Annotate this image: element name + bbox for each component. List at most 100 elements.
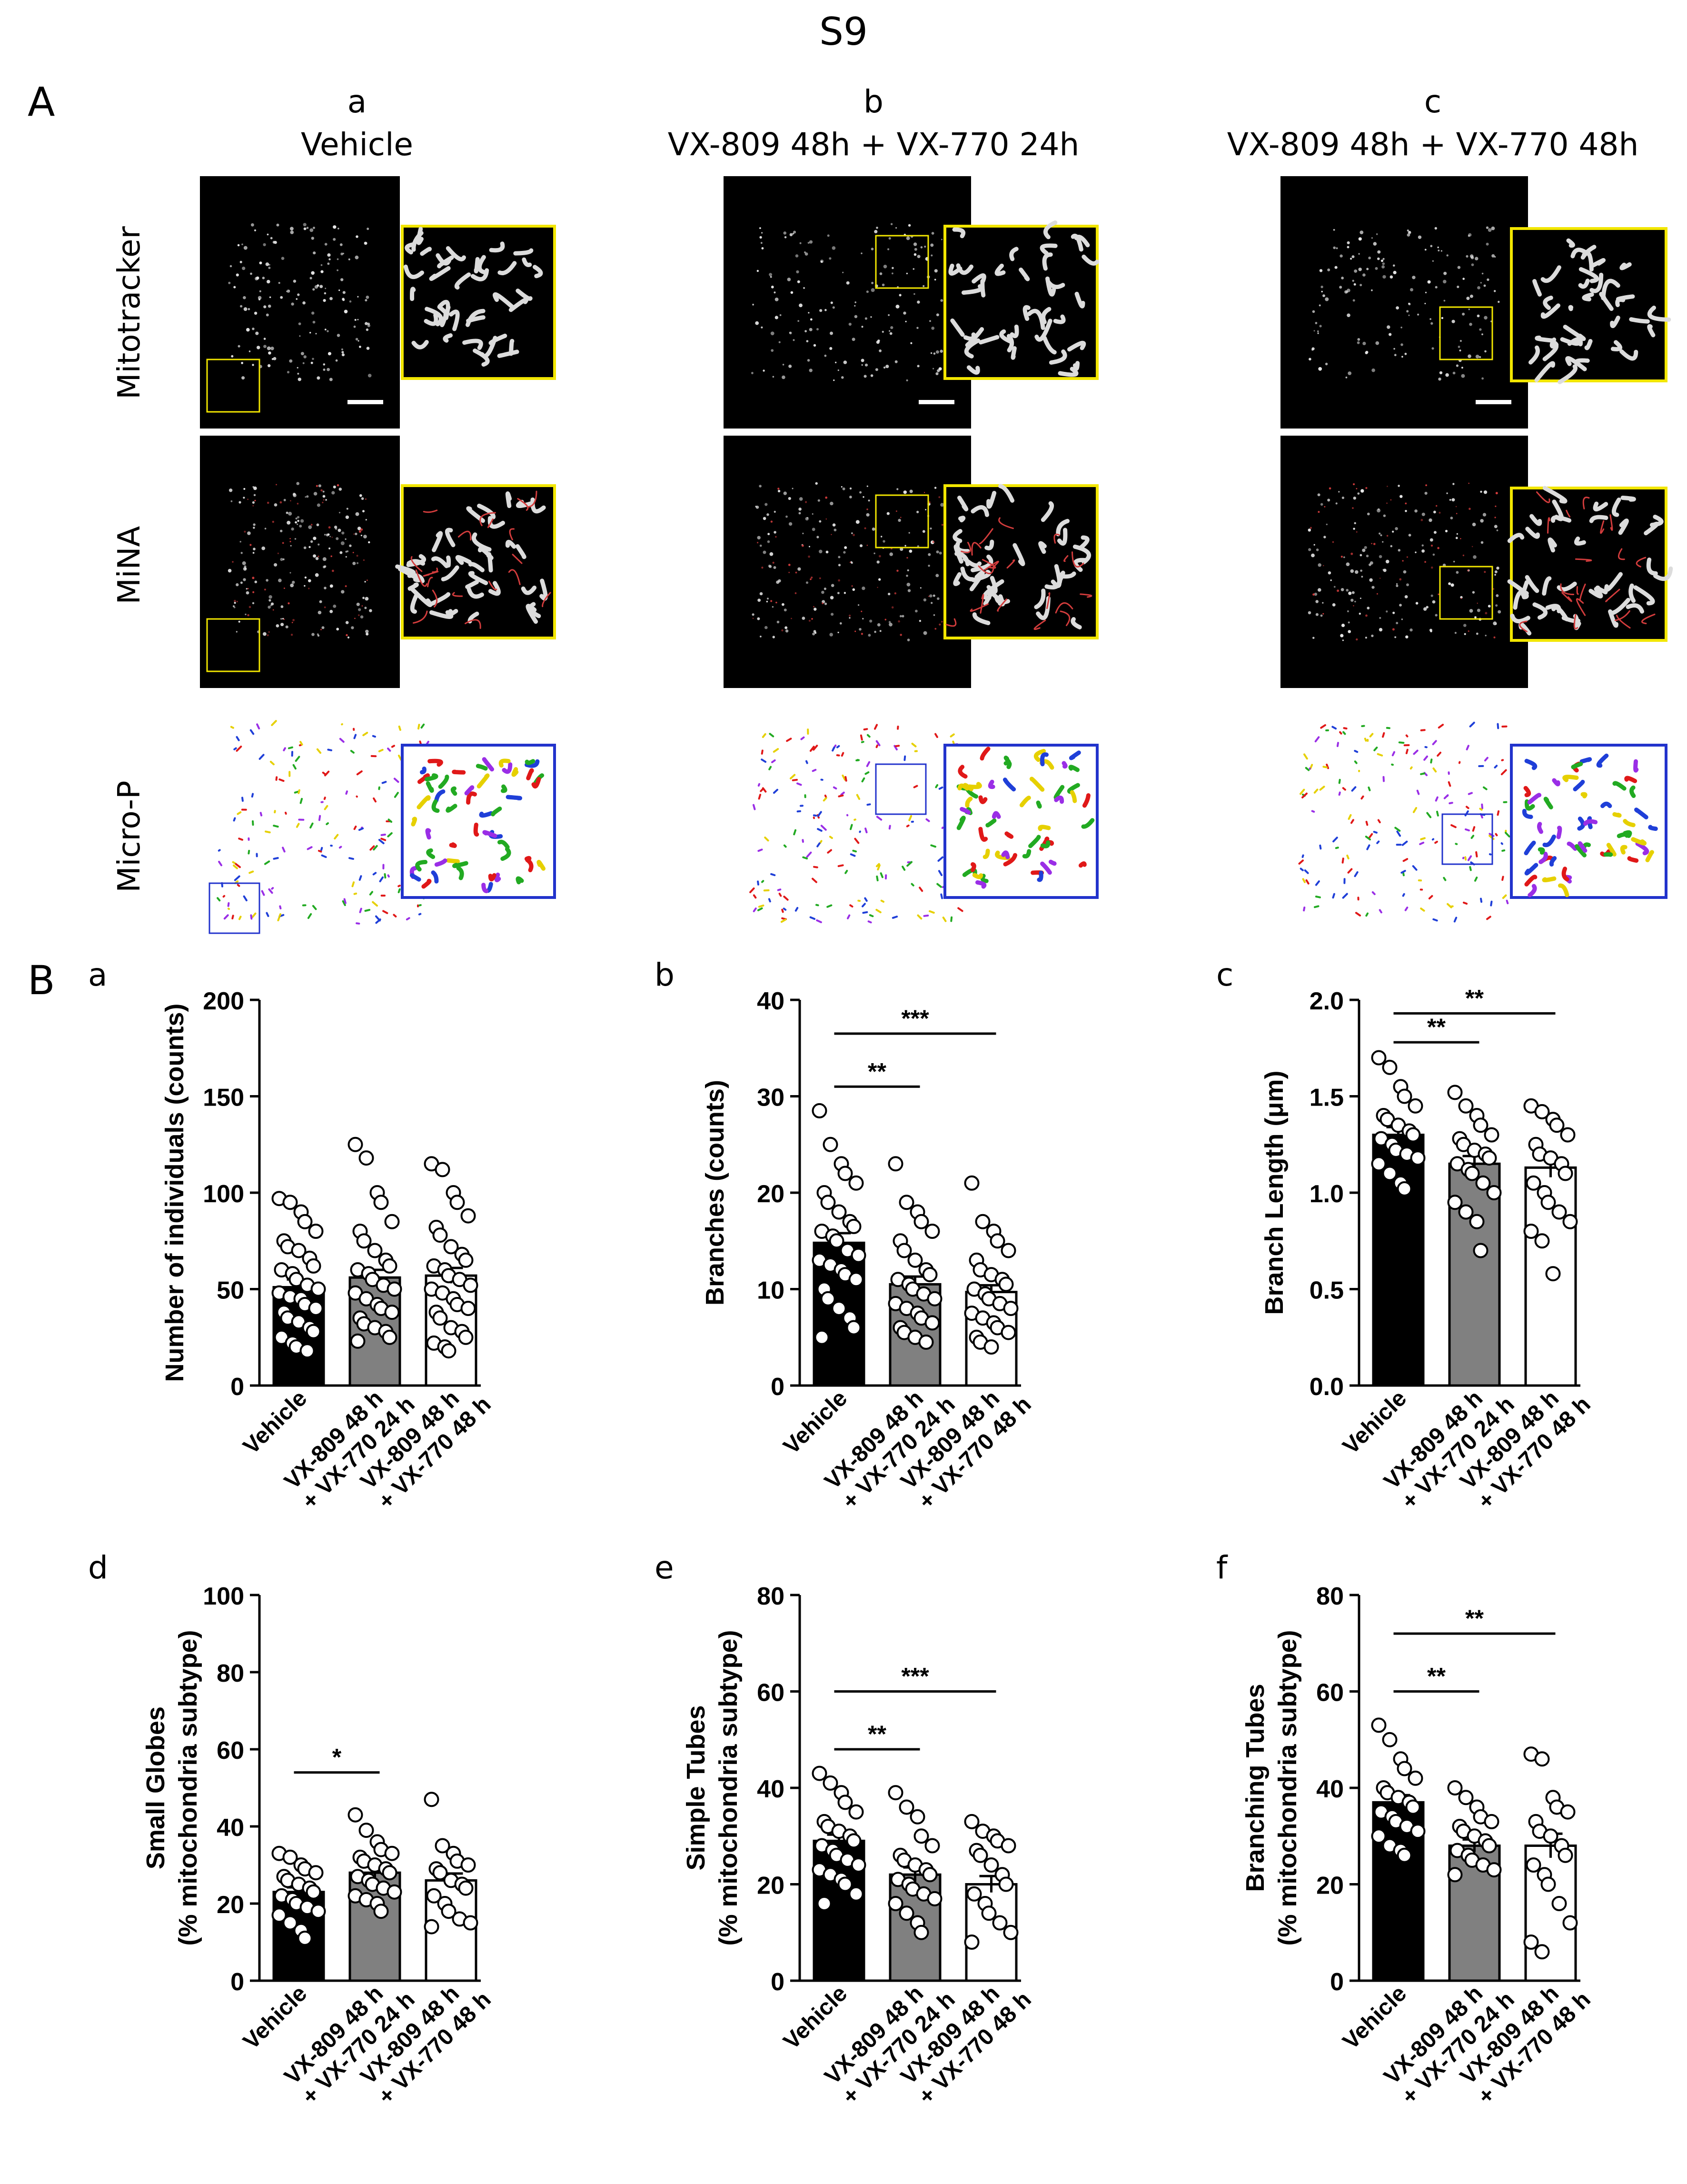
chart-a-point <box>291 1243 307 1258</box>
chart-b-point <box>964 1175 980 1191</box>
chart-b-point <box>918 1334 934 1350</box>
chart-c-point <box>1473 1117 1489 1133</box>
chart-e-point <box>899 1799 914 1815</box>
chart-c-point <box>1484 1127 1499 1143</box>
chart-d-point <box>426 1888 442 1904</box>
chart-a-point <box>347 1137 363 1152</box>
chart-d-point <box>460 1857 476 1873</box>
chart-a-point <box>306 1258 321 1274</box>
chart-e: e 0 20 40 60 80 Simple Tubes (% mitochondria su… <box>655 1549 1036 2109</box>
chart-c-point <box>1481 1150 1497 1166</box>
chart-c-category-label-2: VX-809 48 h+ VX-770 48 h <box>1454 1373 1596 1514</box>
chart-c-point <box>1458 1098 1474 1114</box>
chart-e-point <box>964 1935 980 1950</box>
chart-e-category-label-0: Vehicle <box>779 1981 852 2054</box>
chart-e-significance-label-0: ** <box>868 1721 886 1747</box>
chart-d-letter: d <box>88 1549 108 1586</box>
chart-e-point <box>846 1833 862 1849</box>
chart-f-point <box>1481 1838 1497 1854</box>
chart-d-point <box>282 1849 298 1865</box>
chart-c-point <box>1534 1104 1550 1119</box>
chart-a-point <box>367 1243 383 1258</box>
chart-f-point <box>1408 1770 1423 1786</box>
chart-c-significance-label-1: ** <box>1465 985 1484 1011</box>
chart-a-point <box>435 1162 450 1177</box>
chart-c-point <box>1486 1185 1502 1200</box>
chart-f-point <box>1534 1751 1550 1767</box>
microscopy-images <box>200 176 1673 934</box>
chart-b-significance-label-0: ** <box>868 1058 886 1085</box>
chart-f-significance-label-0: ** <box>1427 1663 1446 1690</box>
chart-d-point <box>432 1865 448 1881</box>
chart-c-point <box>1447 1195 1463 1210</box>
chart-d-y-tick-label: 0 <box>230 1968 244 1996</box>
micrograph-mina-a <box>200 436 556 688</box>
chart-b-point <box>829 1233 844 1249</box>
chart-e-point <box>992 1915 1008 1931</box>
chart-e-point <box>812 1765 827 1781</box>
chart-a-y-tick-label: 200 <box>203 987 244 1015</box>
chart-c-point <box>1558 1166 1573 1181</box>
chart-c-y-tick-label: 2.0 <box>1310 987 1344 1015</box>
chart-b-letter: b <box>655 957 675 993</box>
chart-d-y-tick-label: 40 <box>217 1814 244 1842</box>
chart-a-y-tick-label: 0 <box>230 1373 244 1401</box>
chart-e-y-label: Simple Tubes <box>682 1705 710 1870</box>
chart-a-point <box>358 1150 374 1166</box>
chart-b-point <box>837 1166 853 1181</box>
chart-e-point <box>913 1925 929 1940</box>
chart-a-point <box>282 1195 298 1210</box>
chart-f-point <box>1397 1847 1412 1863</box>
column-title-vx48: VX-809 48h + VX-770 48h <box>1227 126 1639 163</box>
chart-a-point <box>458 1329 474 1345</box>
chart-a-point <box>308 1301 324 1316</box>
chart-b-category-label-0: Vehicle <box>779 1386 852 1459</box>
chart-f-point <box>1371 1717 1387 1733</box>
chart-b-point <box>907 1252 923 1268</box>
chart-b-point <box>896 1243 912 1258</box>
chart-b-point <box>820 1291 836 1306</box>
column-letter-c: c <box>1424 83 1442 120</box>
chart-f-y-label: Branching Tubes <box>1241 1684 1270 1892</box>
chart-e-point <box>816 1896 832 1911</box>
chart-e-point <box>1001 1838 1016 1854</box>
chart-e-point <box>913 1828 929 1844</box>
chart-e-point <box>922 1867 938 1883</box>
chart-e-point <box>848 1886 864 1902</box>
chart-f-point <box>1543 1828 1558 1844</box>
chart-f-point <box>1558 1847 1573 1863</box>
chart-e-point <box>966 1886 982 1902</box>
chart-a-point <box>384 1305 400 1320</box>
chart-a-y-tick-label: 150 <box>203 1084 244 1112</box>
column-letter-b: b <box>863 83 883 120</box>
chart-b-point <box>927 1291 943 1306</box>
chart-a-point <box>373 1195 389 1210</box>
chart-c: c 0.0 0.5 1.0 1.5 2.0 Branch Length (μm) ** ** Ve… <box>1216 957 1596 1514</box>
micrograph-mitotracker-b <box>724 176 1100 429</box>
chart-c-point <box>1405 1127 1421 1143</box>
chart-e-point <box>927 1891 943 1906</box>
chart-d-point <box>435 1838 450 1854</box>
chart-b-point <box>913 1214 929 1229</box>
chart-a-point <box>350 1333 366 1349</box>
chart-d-y-label-2: (% mitochondria subtype) <box>174 1630 202 1945</box>
chart-d-point <box>373 1904 389 1919</box>
chart-d: d 0 20 40 60 80 100 Small Globes (% mitochondria… <box>88 1549 496 2109</box>
chart-d-point <box>347 1807 363 1823</box>
chart-c-y-tick-label: 0.0 <box>1310 1373 1344 1401</box>
chart-e-point <box>837 1795 853 1810</box>
chart-a-y-tick-label: 50 <box>217 1277 244 1305</box>
chart-b-point <box>1001 1243 1016 1258</box>
chart-b-point <box>888 1156 903 1172</box>
chart-c-point <box>1382 1166 1398 1181</box>
chart-e-y-tick-label: 40 <box>757 1775 784 1803</box>
chart-c-point <box>1562 1214 1578 1229</box>
chart-f-y-tick-label: 60 <box>1316 1679 1344 1707</box>
chart-e-point <box>981 1905 997 1921</box>
chart-f-y-tick-label: 0 <box>1330 1968 1344 1996</box>
chart-e-point <box>983 1857 999 1873</box>
chart-d-point <box>282 1915 298 1931</box>
chart-a: a 0 50 100 150 200 Number of individuals (coun… <box>88 957 496 1514</box>
